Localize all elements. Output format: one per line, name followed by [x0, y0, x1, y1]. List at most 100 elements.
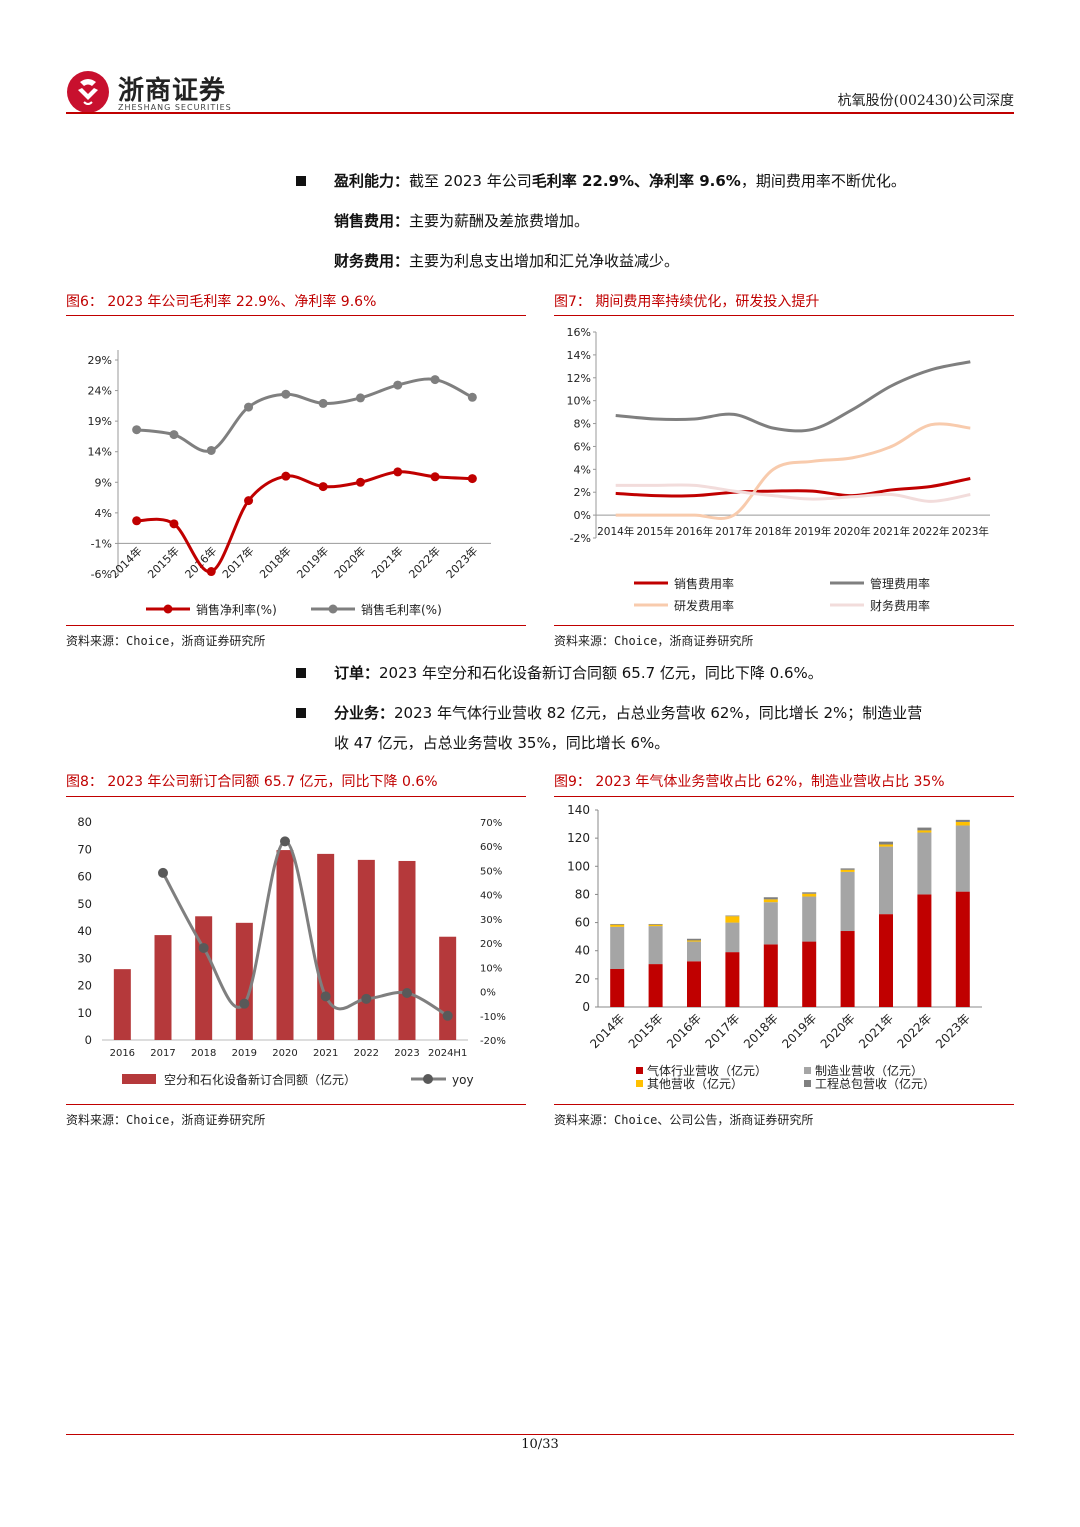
paragraph-text: 2023 年气体行业营收 82 亿元，占总业务营收 62%，同比增长 2%；制造…: [394, 704, 923, 722]
legend-marker: [163, 604, 173, 614]
y-tick-label: 140: [567, 803, 590, 817]
bar: [113, 969, 131, 1040]
bar-segment: [955, 825, 970, 892]
x-tick-label: 2022年: [912, 525, 949, 538]
legend-swatch: [804, 1067, 811, 1074]
bar: [317, 853, 335, 1040]
legend-marker: [328, 604, 338, 614]
x-tick-label: 2018年: [256, 544, 293, 581]
y-tick-label: 2%: [574, 486, 591, 499]
bar-segment: [725, 922, 740, 953]
y-tick-label: -1%: [91, 537, 112, 550]
x-tick-label: 2022: [354, 1048, 379, 1059]
brand-name: 浙商证券: [118, 76, 227, 106]
y-tick-label: 16%: [567, 326, 591, 339]
y2-tick-label: 0%: [480, 988, 496, 999]
x-tick-label: 2018: [191, 1048, 216, 1059]
data-point: [430, 472, 440, 482]
y-tick-label: 0: [582, 1000, 590, 1014]
x-tick-label: 2020年: [818, 1011, 858, 1051]
y-tick-label: 0%: [574, 509, 591, 522]
y-tick-label: 8%: [574, 418, 591, 431]
paragraph-highlight: 毛利率 22.9%、净利率 9.6%: [531, 172, 741, 190]
data-point: [281, 471, 291, 481]
bar: [154, 935, 172, 1040]
legend-label: 空分和石化设备新订合同额（亿元）: [164, 1072, 356, 1087]
y2-tick-label: 50%: [480, 866, 502, 877]
yoy-point: [442, 1010, 453, 1021]
data-point: [318, 398, 328, 408]
x-tick-label: 2021: [313, 1048, 338, 1059]
legend-label: 财务费用率: [870, 598, 930, 613]
x-tick-label: 2022年: [406, 544, 443, 581]
bar-segment: [725, 916, 740, 923]
page-number: 10/33: [521, 1437, 559, 1452]
bar-segment: [687, 938, 701, 941]
y2-tick-label: 60%: [480, 842, 502, 853]
x-tick-label: 2016年: [664, 1011, 704, 1051]
paragraph-label: 财务费用：: [334, 252, 410, 270]
bar-segment: [648, 924, 663, 927]
y-tick-label: 60: [575, 916, 590, 930]
data-point: [318, 482, 328, 492]
legend-swatch: [804, 1080, 811, 1087]
paragraph-orders: 订单：2023 年空分和石化设备新订合同额 65.7 亿元，同比下降 0.6%。: [334, 658, 823, 688]
x-tick-label: 2021年: [873, 525, 910, 538]
bar-segment: [763, 902, 778, 945]
paragraph-sales-expense: 销售费用：主要为薪酬及差旅费增加。: [334, 206, 589, 236]
y-tick-label: -6%: [91, 568, 112, 581]
chart-expense-rates: 16% 14% 12% 10% 8% 6% 4% 2% 0% -2% 2014年 2015年 2016年…: [567, 326, 990, 613]
report-title: 杭氧股份(002430)公司深度: [837, 93, 1014, 109]
y2-tick-label: 10%: [480, 963, 502, 974]
bar: [235, 922, 253, 1040]
series-line: [136, 377, 474, 453]
series-line: [615, 360, 971, 433]
data-point: [467, 474, 477, 484]
bar-segment: [802, 896, 817, 942]
bar-segment: [648, 923, 663, 925]
yoy-line: [161, 839, 449, 1018]
paragraph-text: ，期间费用率不断优化。: [740, 172, 906, 190]
data-point: [169, 430, 179, 440]
bar-segment: [840, 871, 855, 932]
bar-segment: [917, 894, 932, 1007]
bar-segment: [687, 940, 701, 942]
legend-label: 其他营收（亿元）: [647, 1076, 743, 1091]
legend-marker: [423, 1074, 433, 1084]
bar-segment: [687, 961, 701, 1007]
yoy-point: [402, 988, 412, 999]
figure-title-rule: [66, 315, 526, 316]
chart-margin-rates: 29% 24% 19% 14% 9% 4% -1% -6%2014年 2015年 2016年 201…: [88, 350, 491, 617]
bar: [276, 850, 294, 1040]
legend-label: 销售净利率(%): [196, 602, 277, 617]
y-tick-label: 14%: [88, 446, 112, 459]
y2-tick-label: 40%: [480, 891, 502, 902]
y-tick-label: 12%: [567, 372, 591, 385]
bar-segment: [917, 827, 932, 831]
footer-divider: [66, 1434, 1014, 1435]
x-tick-label: 2022年: [895, 1011, 935, 1051]
data-point: [206, 445, 216, 455]
bar: [357, 859, 375, 1040]
legend-label: 销售毛利率(%): [361, 602, 442, 617]
bar-segment: [840, 868, 855, 870]
x-tick-label: 2024H1: [428, 1048, 467, 1059]
figure-title: 图6： 2023 年公司毛利率 22.9%、净利率 9.6%: [66, 294, 377, 310]
yoy-point: [198, 942, 209, 953]
x-tick-label: 2019年: [294, 544, 331, 581]
paragraph-profitability: 盈利能力：截至 2023 年公司毛利率 22.9%、净利率 9.6%，期间费用率…: [334, 166, 906, 196]
paragraph-label: 分业务：: [334, 704, 395, 722]
x-tick-label: 2023年: [952, 525, 989, 538]
paragraph-segments: 分业务：2023 年气体行业营收 82 亿元，占总业务营收 62%，同比增长 2…: [334, 698, 1014, 758]
yoy-point: [320, 991, 331, 1002]
bar-segment: [955, 821, 970, 826]
bar-segment: [763, 897, 778, 900]
bar-segment: [763, 944, 778, 1007]
x-tick-label: 2017年: [715, 525, 752, 538]
bar-segment: [955, 891, 970, 1007]
bullet-icon: [296, 668, 306, 678]
paragraph-text: 主要为薪酬及差旅费增加。: [409, 212, 590, 230]
x-tick-label: 2016年: [182, 544, 219, 581]
bar-segment: [879, 914, 893, 1007]
data-point: [206, 567, 216, 577]
